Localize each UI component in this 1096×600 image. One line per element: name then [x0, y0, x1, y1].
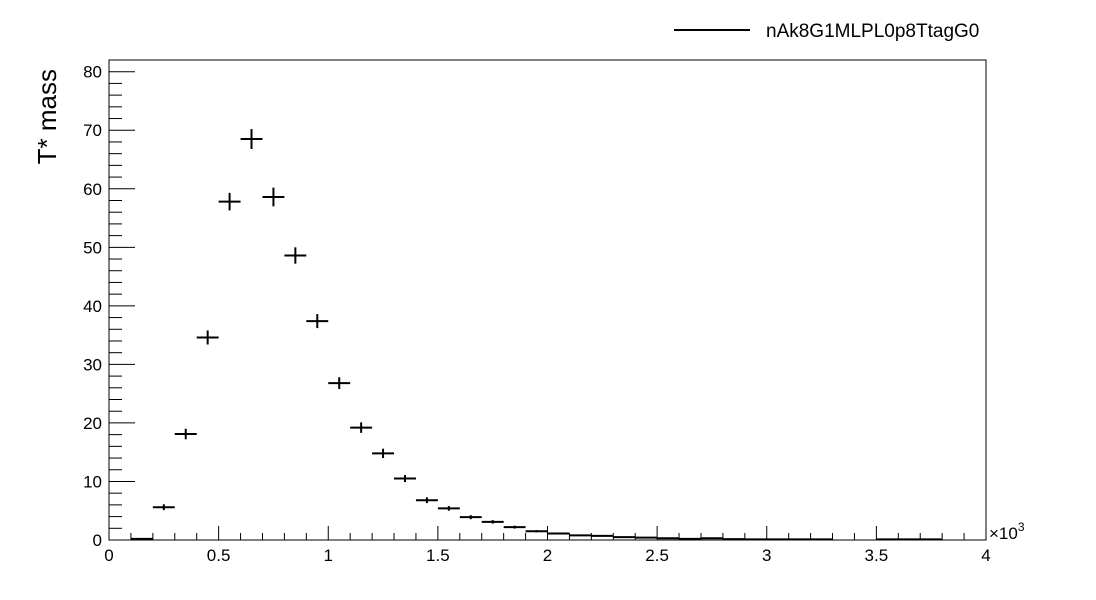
x-tick-label: 0 — [104, 546, 113, 565]
data-point — [810, 538, 833, 541]
data-point — [657, 537, 680, 540]
data-point — [350, 422, 373, 433]
data-point — [920, 538, 943, 541]
axis-ticks — [108, 59, 987, 541]
legend-label: nAk8G1MLPL0p8TtagG0 — [766, 21, 979, 42]
data-point — [635, 536, 658, 539]
y-tick-label: 40 — [83, 297, 102, 316]
plot-frame — [108, 59, 987, 541]
legend: nAk8G1MLPL0p8TtagG0 — [674, 21, 979, 42]
y-tick-label: 20 — [83, 414, 102, 433]
data-point — [130, 537, 153, 540]
data-point — [788, 538, 811, 541]
x-tick-label: 4 — [981, 546, 990, 565]
y-axis-title: T* mass — [32, 69, 62, 164]
data-point — [459, 515, 482, 520]
data-point — [152, 504, 175, 511]
x-tick-label: 2.5 — [645, 546, 669, 565]
y-tick-label: 30 — [83, 355, 102, 374]
data-point — [744, 538, 767, 541]
data-point — [613, 536, 636, 539]
y-tick-label: 80 — [83, 63, 102, 82]
data-point — [876, 538, 899, 541]
data-point — [284, 247, 307, 264]
x-tick-label: 3 — [762, 546, 771, 565]
data-point — [766, 538, 789, 541]
data-point — [547, 532, 570, 535]
x-tick-label: 1.5 — [426, 546, 450, 565]
y-tick-label: 0 — [93, 531, 102, 550]
data-point — [240, 129, 263, 149]
data-point — [328, 377, 351, 389]
data-point — [394, 475, 416, 483]
data-point — [262, 187, 285, 207]
data-point — [679, 537, 701, 540]
data-point — [218, 192, 241, 211]
x-axis-multiplier: ×103 — [989, 520, 1025, 543]
y-tick-label: 70 — [83, 121, 102, 140]
data-point — [481, 520, 504, 524]
y-tick-label: 50 — [83, 238, 102, 257]
data-point — [415, 497, 438, 504]
x-tick-label: 1 — [324, 546, 333, 565]
x-tick-label: 2 — [543, 546, 552, 565]
y-tick-label: 60 — [83, 180, 102, 199]
data-point — [372, 448, 395, 459]
x-axis-multiplier-exponent: 3 — [1018, 520, 1025, 534]
x-tick-label: 0.5 — [207, 546, 231, 565]
data-point — [569, 534, 592, 537]
data-point — [591, 534, 614, 537]
data-point — [174, 428, 197, 440]
data-point — [306, 314, 329, 329]
data-point — [437, 506, 460, 511]
data-point — [722, 538, 745, 541]
x-tick-label: 3.5 — [865, 546, 889, 565]
data-point — [196, 330, 219, 345]
x-axis-multiplier-base: ×10 — [989, 524, 1018, 543]
data-point — [898, 538, 921, 541]
y-tick-label: 10 — [83, 472, 102, 491]
data-points — [130, 129, 943, 541]
data-point — [525, 530, 548, 533]
data-point — [700, 537, 723, 540]
data-point — [503, 525, 526, 529]
